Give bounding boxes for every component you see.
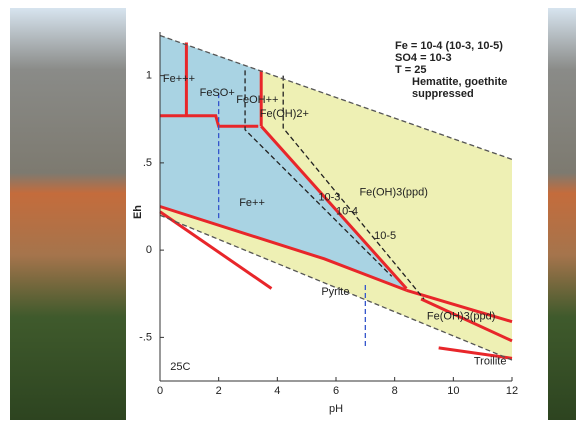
- field-label: Troilite: [474, 356, 507, 368]
- field-label: Fe(OH)2+: [260, 108, 309, 120]
- y-tick-label: 1: [146, 70, 152, 82]
- field-label: Fe(OH)3(ppd): [427, 310, 495, 322]
- field-label: Fe++: [239, 197, 265, 209]
- x-tick-label: 4: [274, 385, 280, 397]
- y-tick-label: .5: [143, 157, 152, 169]
- field-label: Fe(OH)3(ppd): [359, 186, 427, 198]
- field-label: 25C: [170, 361, 190, 373]
- field-label: 10-4: [336, 206, 358, 218]
- x-tick-label: 6: [333, 385, 339, 397]
- field-label: 10-3: [318, 192, 340, 204]
- condition-text: suppressed: [412, 88, 474, 100]
- right-photo: [548, 8, 576, 420]
- x-tick-label: 12: [506, 385, 518, 397]
- y-tick-label: 0: [146, 244, 152, 256]
- condition-text: Hematite, goethite: [412, 76, 507, 88]
- field-label: FeSO+: [200, 87, 235, 99]
- x-tick-label: 10: [447, 385, 459, 397]
- field-label: Fe+++: [163, 73, 195, 85]
- condition-text: T = 25: [395, 64, 427, 76]
- x-tick-label: 8: [392, 385, 398, 397]
- field-label: 10-5: [374, 230, 396, 242]
- condition-text: SO4 = 10-3: [395, 52, 452, 64]
- x-tick-label: 2: [216, 385, 222, 397]
- x-axis-label: pH: [329, 403, 343, 415]
- field-label: Pyrite: [321, 286, 349, 298]
- page: {"chart_data": {"type": "phase-diagram",…: [0, 0, 576, 426]
- condition-text: Fe = 10-4 (10-3, 10-5): [395, 40, 503, 52]
- y-tick-label: -.5: [139, 331, 152, 343]
- left-photo: [10, 8, 126, 420]
- x-tick-label: 0: [157, 385, 163, 397]
- y-axis-label: Eh: [132, 205, 144, 219]
- figure: 0 2 4 6 8 10 12 -.5 0 .5 1 pH Eh Fe = 10-4 (10-3, 10-…: [0, 0, 576, 426]
- field-label: FeOH++: [236, 94, 278, 106]
